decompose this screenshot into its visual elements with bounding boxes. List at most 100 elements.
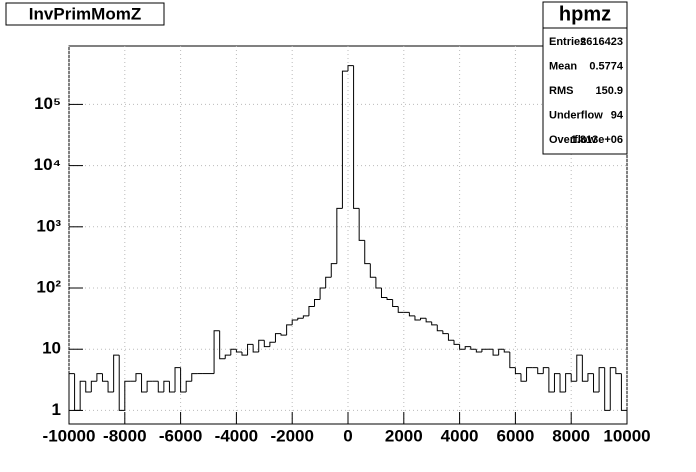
bin [442,330,449,335]
bin [453,340,460,345]
bin [191,373,198,382]
bin [609,367,616,411]
y-tick-label: 10⁵ [34,94,61,113]
bin [174,367,181,392]
y-tick-label: 10 [42,339,61,358]
bin [286,324,293,336]
bin [163,380,170,392]
bin [459,344,466,350]
bin [74,373,81,411]
bin [481,348,488,353]
bin [537,367,544,375]
bin [341,70,348,209]
bin [157,381,164,393]
bin [274,333,282,343]
bin [464,346,471,350]
bin [235,349,242,353]
bin [185,380,192,392]
bin [397,306,404,313]
bin [587,373,594,382]
bin [230,348,237,356]
stats-value: 2616423 [580,36,623,48]
bin [615,367,622,375]
bin [620,373,628,424]
bin [375,277,382,289]
bin [269,341,276,347]
bin [90,380,97,392]
bin [520,373,527,382]
bin [219,330,226,360]
bin [347,65,354,72]
bin [431,321,438,326]
bin [297,317,304,321]
bin [258,339,265,353]
bin [414,315,421,321]
bin [593,373,600,393]
bin [447,333,455,341]
x-tick-label: 4000 [441,426,479,445]
x-tick-label: 10000 [603,426,650,445]
bin [79,380,86,411]
bin [302,315,309,319]
x-tick-label: 8000 [552,426,590,445]
bin [436,324,443,332]
x-tick-label: 0 [343,426,352,445]
bin [420,317,427,321]
bin [263,340,270,348]
bin [353,65,360,209]
bin [107,381,114,393]
stats-value: 0.5774 [589,60,624,72]
bin [542,367,549,374]
bin [330,263,337,278]
bin [408,312,415,317]
y-tick-label: 10⁴ [34,155,61,174]
y-tick-label: 10² [36,277,61,296]
bin [224,354,231,359]
bin [604,367,611,411]
bin [548,367,555,393]
bin [314,298,321,307]
bin [386,297,393,300]
bin [475,349,482,353]
bin [118,355,125,411]
bin [565,373,572,392]
x-tick-label: -6000 [159,426,202,445]
bin [553,373,561,392]
bin [492,349,499,356]
bin [598,367,605,392]
y-tick-label: 10³ [36,216,61,235]
bin [180,367,187,393]
stats-label: Overflow [549,134,597,146]
bin [498,348,505,356]
bin [141,373,148,393]
bin [124,380,131,411]
bin [336,207,343,264]
bin [425,318,432,323]
bin [364,240,371,265]
bin [85,381,92,393]
bin [135,373,142,382]
bin [213,330,220,374]
bin [325,276,332,289]
bin [470,346,477,350]
title-box [5,2,165,26]
stats-label: Underflow [549,109,603,121]
bin [380,288,388,298]
x-tick-label: 6000 [496,426,534,445]
bin [526,367,533,382]
bin [559,373,566,393]
bin [358,208,365,241]
x-tick-label: -4000 [215,426,258,445]
x-tick-label: -8000 [103,426,146,445]
x-tick-label: -10000 [43,426,96,445]
stats-title: hpmz [559,3,611,25]
bin [369,263,376,278]
y-tick-label: 1 [52,400,61,419]
x-tick-label: -2000 [270,426,313,445]
bin [503,349,510,353]
bin [96,373,103,382]
bin [101,373,109,382]
stats-label: Mean [549,60,577,72]
bin [113,354,120,392]
